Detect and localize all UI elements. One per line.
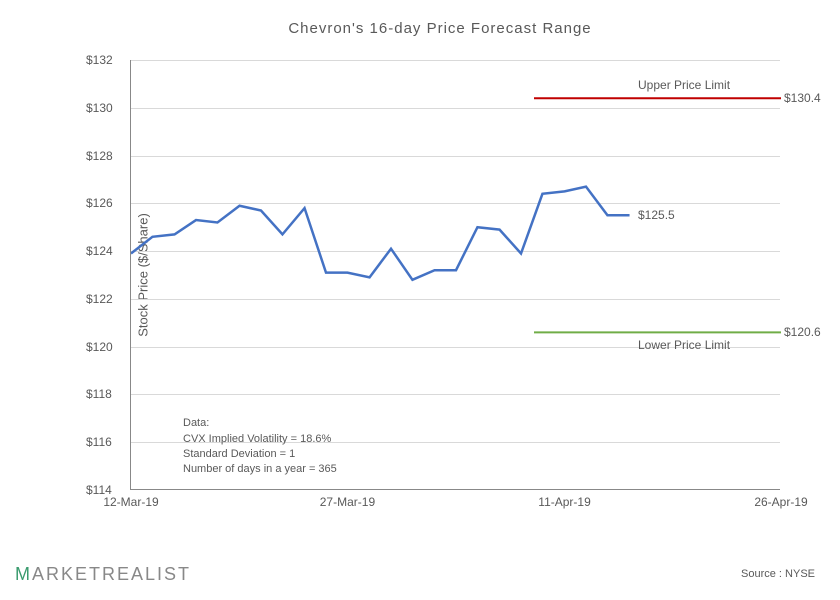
- upper-limit-label: Upper Price Limit: [638, 78, 730, 92]
- x-tick-label: 11-Apr-19: [538, 495, 590, 509]
- y-tick-label: $122: [86, 292, 113, 306]
- y-tick-label: $116: [86, 435, 112, 449]
- data-box: Data:CVX Implied Volatility = 18.6%Stand…: [183, 416, 337, 478]
- y-tick-label: $130: [86, 101, 113, 115]
- y-tick-label: $128: [86, 149, 113, 163]
- price-line: [131, 187, 630, 280]
- y-tick-label: $120: [86, 340, 113, 354]
- x-tick-label: 12-Mar-19: [103, 495, 158, 509]
- logo: MARKETREALIST: [15, 564, 191, 585]
- chart-container: Chevron's 16-day Price Forecast Range St…: [80, 20, 800, 530]
- chart-title: Chevron's 16-day Price Forecast Range: [80, 20, 800, 37]
- lower-limit-label: Lower Price Limit: [638, 338, 730, 352]
- y-tick-label: $118: [86, 387, 112, 401]
- logo-mark: M: [15, 564, 32, 584]
- logo-text: ARKETREALIST: [32, 564, 191, 584]
- x-tick-label: 26-Apr-19: [754, 495, 807, 509]
- lower-limit-value: $120.6: [784, 325, 821, 339]
- source-text: Source : NYSE: [741, 568, 815, 580]
- upper-limit-value: $130.4: [784, 91, 821, 105]
- x-tick-label: 27-Mar-19: [320, 495, 375, 509]
- y-tick-label: $126: [86, 196, 113, 210]
- plot-area: Stock Price ($/Share) $114$116$118$120$1…: [130, 60, 780, 490]
- y-tick-label: $124: [86, 244, 113, 258]
- price-end-label: $125.5: [638, 208, 675, 222]
- y-tick-label: $132: [86, 53, 113, 67]
